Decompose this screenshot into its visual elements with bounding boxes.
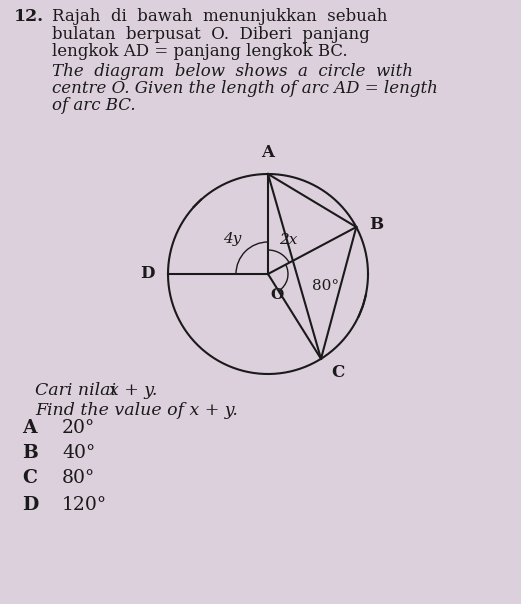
Text: 120°: 120° — [62, 496, 107, 514]
Text: A: A — [262, 144, 275, 161]
Text: 4y: 4y — [224, 232, 242, 246]
Text: lengkok AD = panjang lengkok BC.: lengkok AD = panjang lengkok BC. — [52, 43, 348, 60]
Text: Cari nilai: Cari nilai — [35, 382, 121, 399]
Text: C: C — [22, 469, 37, 487]
Text: C: C — [331, 364, 344, 381]
Text: 12.: 12. — [14, 8, 44, 25]
Text: centre O. Given the length of arc AD = length: centre O. Given the length of arc AD = l… — [52, 80, 438, 97]
Text: The  diagram  below  shows  a  circle  with: The diagram below shows a circle with — [52, 63, 413, 80]
Text: Rajah  di  bawah  menunjukkan  sebuah: Rajah di bawah menunjukkan sebuah — [52, 8, 388, 25]
Text: 80°: 80° — [313, 279, 340, 293]
Text: A: A — [22, 419, 36, 437]
Text: Find the value of x + y.: Find the value of x + y. — [35, 402, 238, 419]
Text: B: B — [22, 444, 38, 462]
Text: x + y.: x + y. — [109, 382, 157, 399]
Text: D: D — [141, 266, 155, 283]
Text: 20°: 20° — [62, 419, 95, 437]
Text: B: B — [369, 216, 383, 233]
Text: O: O — [270, 288, 283, 302]
Text: D: D — [22, 496, 38, 514]
Text: bulatan  berpusat  O.  Diberi  panjang: bulatan berpusat O. Diberi panjang — [52, 26, 370, 43]
Text: 2x: 2x — [279, 233, 298, 246]
Text: 40°: 40° — [62, 444, 95, 462]
Text: 80°: 80° — [62, 469, 95, 487]
Text: of arc BC.: of arc BC. — [52, 97, 135, 114]
